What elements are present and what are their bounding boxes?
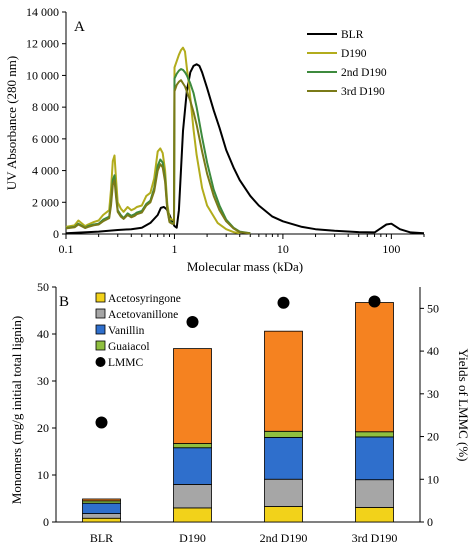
panel-b-y2-ticks: 0 10 20 30 40 50: [420, 301, 439, 529]
panel-a-line-chart: A 0 2 000 4 000 6 000 8 000 10 000 12 000 14 00…: [4, 5, 425, 274]
panel-b-y2-label: Yields of LMMC (%): [456, 348, 471, 461]
panel-b-legend-swatch: [95, 308, 106, 319]
panel-a-series: [65, 46, 425, 235]
panel-a-y-tick-label: 0: [53, 227, 59, 241]
panel-a-x-ticks: 0.1 1 10 100: [59, 234, 425, 256]
panel-b-legend: Acetosyringone Acetovanillone Vanillin Guai…: [95, 292, 181, 369]
panel-b-bar-segment: [82, 513, 121, 519]
panel-a-x-tick-label: 1: [171, 242, 177, 256]
panel-b-y2-tick-label: 30: [427, 387, 439, 401]
panel-b-legend-label: Acetosyringone: [108, 293, 181, 305]
panel-a-series-line: [65, 79, 251, 235]
panel-b-y-tick-label: 10: [37, 468, 49, 482]
panel-a-legend-label: 3rd D190: [341, 86, 385, 98]
panel-b-y-tick-label: 40: [37, 327, 49, 341]
panel-b-y2-tick-label: 10: [427, 472, 439, 486]
panel-b-bar-segment: [264, 506, 303, 523]
panel-b-bar-segment: [355, 479, 394, 508]
panel-b-lmmc-marker: [186, 316, 199, 329]
panel-a-y-tick-label: 4 000: [32, 164, 59, 178]
panel-b-lmmc-marker: [95, 416, 108, 429]
panel-b-y-tick-label: 20: [37, 421, 49, 435]
panel-b-bar-chart: B 0 10 20 30 40 50 0 10 20 30 40 50 BLR D190 2nd D19…: [9, 280, 471, 545]
panel-a-x-tick-label: 0.1: [59, 242, 74, 256]
panel-b-bar-segment: [355, 431, 394, 438]
panel-b-bar-segment: [82, 502, 121, 514]
panel-a-legend-label: BLR: [341, 29, 364, 41]
panel-b-bar-segment: [82, 498, 121, 502]
panel-b-legend-label: Acetovanillone: [108, 309, 178, 321]
panel-a-label: A: [74, 19, 85, 35]
panel-a-series-line: [65, 46, 240, 235]
panel-b-label: B: [59, 294, 69, 310]
panel-b-bar-segment: [355, 302, 394, 433]
panel-b-legend-label: Vanillin: [108, 325, 145, 337]
panel-a-y-tick-label: 8 000: [32, 100, 59, 114]
panel-b-y2-tick-label: 20: [427, 430, 439, 444]
panel-b-x-tick-labels: BLR D190 2nd D190 3rd D190: [90, 531, 398, 545]
panel-b-bar-segment: [173, 447, 212, 485]
panel-a-x-label: Molecular mass (kDa): [187, 259, 303, 274]
panel-b-bar-segment: [173, 443, 212, 449]
panel-b-lmmc-markers: [95, 295, 381, 429]
panel-b-bar-segment: [264, 330, 303, 432]
panel-b-y-tick-label: 30: [37, 374, 49, 388]
panel-b-bar-segment: [264, 436, 303, 480]
panel-b-bar-segment: [173, 348, 212, 444]
panel-b-y2-tick-label: 40: [427, 344, 439, 358]
panel-b-y2-tick-label: 50: [427, 301, 439, 315]
panel-b-bar-segment: [264, 430, 303, 438]
panel-b-bar-segment: [264, 478, 303, 507]
panel-b-y-label: Monomers (mg/g initial total lignin): [9, 316, 24, 504]
panel-b-bar-segment: [355, 507, 394, 523]
panel-b-legend-label: Guaiacol: [108, 341, 150, 353]
panel-b-y-tick-label: 0: [43, 515, 49, 529]
panel-a-y-ticks: 0 2 000 4 000 6 000 8 000 10 000 12 000 14 000: [26, 5, 66, 241]
panel-a-x-tick-label: 10: [277, 242, 289, 256]
panel-a-y-tick-label: 6 000: [32, 132, 59, 146]
panel-b-x-tick-label: 2nd D190: [260, 531, 308, 545]
panel-b-legend-label: LMMC: [108, 357, 143, 369]
panel-a-legend-label: 2nd D190: [341, 67, 387, 79]
panel-b-y-ticks: 0 10 20 30 40 50: [37, 280, 56, 529]
panel-b-bar-segment: [82, 517, 121, 523]
panel-b-legend-marker: [95, 357, 106, 367]
panel-b-bar-segment: [173, 483, 212, 509]
panel-b-lmmc-marker: [277, 296, 290, 309]
panel-b-y-tick-label: 50: [37, 280, 49, 294]
panel-b-y2-tick-label: 0: [427, 515, 433, 529]
panel-b-bar-segment: [355, 436, 394, 481]
panel-a-y-tick-label: 14 000: [26, 5, 59, 19]
panel-a-series-line: [65, 63, 425, 235]
panel-b-x-tick-label: 3rd D190: [352, 531, 398, 545]
panel-b-legend-swatch: [95, 292, 106, 303]
panel-a-legend: BLR D190 2nd D190 3rd D190: [307, 29, 387, 98]
panel-b-legend-swatch: [95, 324, 106, 335]
panel-b-x-tick-label: D190: [179, 531, 206, 545]
panel-b-bars: [82, 302, 394, 523]
panel-b-bar-segment: [173, 507, 212, 523]
panel-a-y-tick-label: 2 000: [32, 195, 59, 209]
panel-a-y-tick-label: 10 000: [26, 68, 59, 82]
panel-a-y-label: UV Absorbance (280 nm): [4, 56, 19, 190]
panel-a-legend-label: D190: [341, 48, 367, 60]
panel-b-lmmc-marker: [368, 295, 381, 308]
panel-b-legend-swatch: [95, 340, 106, 351]
panel-b-x-tick-label: BLR: [90, 531, 113, 545]
panel-a-x-tick-label: 100: [382, 242, 400, 256]
panel-a-y-tick-label: 12 000: [26, 37, 59, 51]
